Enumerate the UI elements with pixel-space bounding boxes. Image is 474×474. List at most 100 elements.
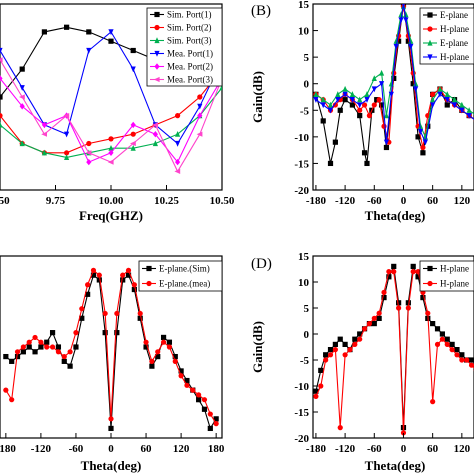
panel-d-series-2-point — [434, 341, 441, 347]
panel-c-x-ticks: -180 -120 -60 0 60 120 180 — [0, 433, 225, 455]
panel-b-series-4-point — [378, 81, 385, 87]
panel-b-series-4-point — [466, 113, 472, 119]
panel-c-series-1-point — [108, 425, 114, 432]
panel-d-series-1-point — [391, 263, 397, 269]
panel-b-series-4-point — [413, 86, 419, 93]
panel-a-series-4-point — [130, 66, 136, 73]
panel-c-series-2-point — [3, 387, 9, 393]
panel-c-series-2-point — [120, 272, 126, 278]
panel-c-legend-item: E-plane.(Sim) — [142, 264, 210, 274]
panel-d-series-1-point — [434, 326, 441, 332]
panel-a-series-5-point — [175, 158, 181, 166]
panel-d-series-2-point — [468, 362, 474, 368]
panel-d-series-1-point — [439, 331, 445, 337]
panel-a-legend-label: Mea. Port(2) — [167, 62, 213, 72]
panel-a-series-4-point — [86, 47, 92, 54]
panel-c-legend: E-plane.(Sim) E-plane.(mea) — [138, 260, 223, 292]
panel-c-series-1-point — [196, 397, 202, 403]
panel-d-y-tick-label: -5 — [300, 355, 310, 367]
panel-a-series-4-point — [175, 140, 181, 147]
panel-a-x-ticks: 9.50 9.75 10.00 10.25 10.50 — [0, 185, 235, 207]
panel-b-legend-marker — [427, 26, 433, 32]
panel-b-series-1-point — [361, 150, 368, 156]
panel-b-legend: E-plane H-plane E-plane H-plane — [419, 7, 474, 65]
panel-b-series-3-point — [349, 91, 355, 97]
panel-a-legend-item: Mea. Port(3) — [150, 75, 213, 85]
panel-c-series-1-point — [55, 344, 62, 350]
panel-c-series-2-point — [149, 358, 155, 364]
panel-b-legend-item: H-plane — [423, 52, 469, 62]
panel-b-series-4-point — [451, 102, 458, 109]
panel-d-series-1-point — [420, 295, 426, 301]
panel-a-series-6-point — [196, 131, 203, 137]
panel-c-series-2-point — [96, 272, 102, 278]
panel-b-series-3-point — [403, 11, 409, 18]
panel-a-legend-marker — [154, 24, 160, 31]
panel-c-series-1-point — [20, 349, 26, 355]
panel-b-y-tick-label: -15 — [294, 158, 309, 170]
panel-c-series-2-point — [73, 330, 79, 336]
panel-a-series-3-point — [0, 121, 3, 128]
panel-c-series-2-point — [79, 306, 85, 312]
panel-b-series-3-point — [430, 96, 436, 103]
panel-b-series-1-point — [337, 107, 343, 113]
panel-b-series-3-point — [320, 96, 326, 103]
panel-d-series-2-point — [361, 326, 368, 332]
panel-c-series-1-point — [26, 344, 32, 350]
panel-b-series-2-point — [332, 102, 338, 108]
panel-d-y-tick-label: -20 — [294, 433, 309, 445]
panel-c-series-2 — [3, 267, 219, 427]
panel-a-series-3-point — [19, 140, 25, 147]
panel-b-y-tick-label: 0 — [304, 79, 310, 91]
panel-c-legend-marker — [146, 280, 152, 287]
panel-c-series-2-point — [160, 339, 167, 345]
panel-a-series-4-point — [19, 85, 25, 91]
panel-c-series-2-point — [61, 353, 67, 360]
panel-d-series-2-point — [386, 269, 392, 275]
panel-c-legend-label: E-plane.(Sim) — [159, 264, 210, 274]
panel-a-series-1-point — [41, 29, 47, 35]
panel-d-series-2-point — [425, 310, 431, 316]
panel-a-series-6-point — [152, 122, 158, 128]
panel-c-series-2-point — [67, 349, 73, 355]
panel-a-legend-marker — [154, 50, 160, 57]
panel-d-legend-label: H-plane — [440, 279, 469, 289]
panel-d-legend: H-plane H-plane — [419, 260, 474, 292]
panel-d-series-1-point — [386, 274, 392, 280]
panel-b-legend-marker — [427, 54, 433, 61]
panel-b-legend-label: E-plane — [440, 10, 468, 20]
panel-c-series-2-point — [143, 339, 149, 345]
panel-b-series-4-point — [422, 139, 428, 146]
panel-a-series-6-point — [63, 113, 70, 119]
panel-b-legend-item: H-plane — [423, 24, 469, 34]
panel-c-series-2-line — [5, 269, 217, 424]
panel-b-legend-marker — [427, 39, 433, 46]
panel-c-legend-label: E-plane.(mea) — [159, 279, 210, 289]
panel-a-series-3-point — [64, 154, 70, 161]
panel-b-series-1-point — [410, 81, 416, 87]
panel-c-series-2-point — [155, 349, 161, 355]
panel-c-legend-marker — [146, 265, 152, 272]
panel-d-series-2-point — [410, 269, 416, 275]
panel-c-series-1-point — [73, 344, 79, 350]
panel-b-y-tick-label: -10 — [294, 132, 309, 144]
panel-a-series-3-point — [41, 149, 47, 156]
panel-c-series-2-point — [90, 267, 97, 273]
panel-d-series-2-point — [464, 357, 470, 363]
panel-d-y-tick-label: 0 — [304, 329, 310, 341]
panel-d-series-2-point — [439, 336, 445, 342]
panel-d-series-2-point — [352, 341, 358, 347]
panel-d-xlabel: Theta(deg) — [365, 458, 426, 473]
panel-d-series-2 — [313, 269, 474, 436]
panel-d-series-1-point — [337, 336, 343, 342]
panel-c-series-1-point — [49, 330, 56, 336]
panel-b-series-2-point — [361, 102, 368, 108]
panel-c-series-2-point — [137, 310, 143, 317]
panel-a-series-2-point — [0, 113, 3, 119]
panel-d-x-tick-label: -120 — [335, 443, 356, 455]
panel-b-series-3-point — [371, 75, 377, 81]
panel-b-series-1-point — [415, 134, 421, 140]
panel-b-legend-item: E-plane — [423, 38, 468, 48]
panel-c-series-1-point — [120, 277, 126, 283]
